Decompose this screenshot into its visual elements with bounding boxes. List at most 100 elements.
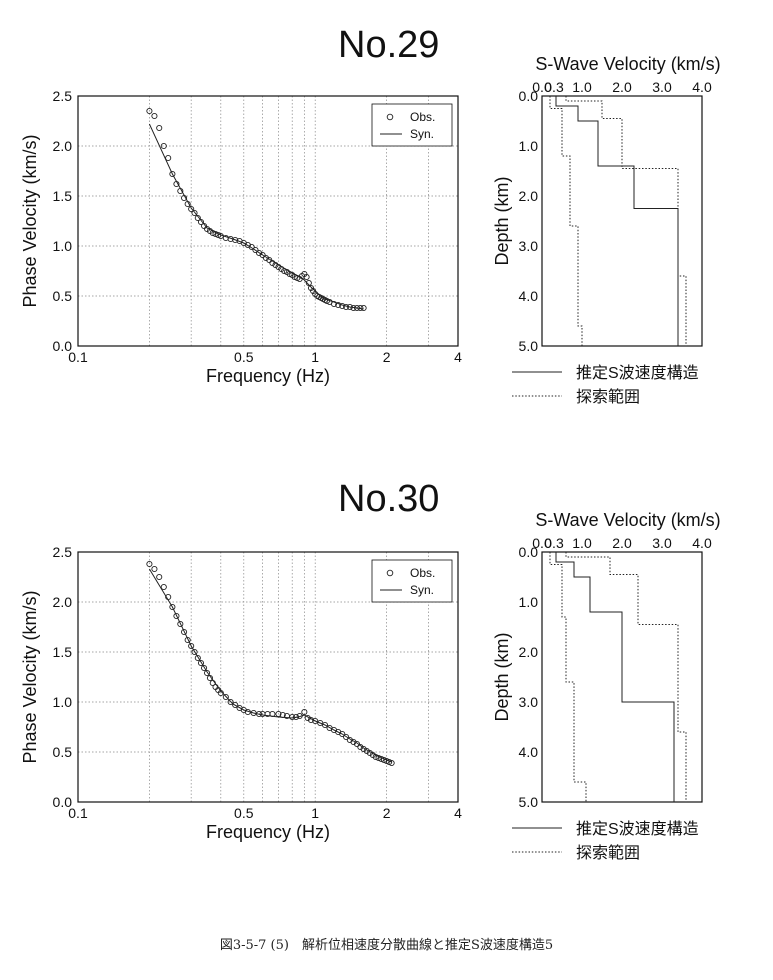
legend-dotted-label: 探索範囲: [576, 388, 640, 406]
syn-curve: [148, 568, 392, 763]
legend-obs-marker: [386, 113, 394, 121]
obs-point: [259, 251, 266, 259]
obs-point: [197, 218, 205, 226]
obs-point: [191, 648, 198, 656]
x-tick-label: 2.0: [612, 535, 632, 551]
y-tick-label: 0.0: [53, 794, 73, 810]
x-tick-label: 4: [454, 805, 462, 821]
obs-point: [151, 112, 158, 120]
legend-syn-label: Syn.: [410, 127, 434, 141]
obs-point: [353, 740, 361, 748]
search-range-line: [565, 552, 687, 802]
y-tick-label: 1.0: [53, 694, 73, 710]
x-tick-label: 0.0: [532, 79, 552, 95]
obs-point: [363, 747, 370, 755]
obs-point: [360, 745, 367, 753]
obs-point: [307, 716, 315, 724]
obs-point: [248, 243, 255, 251]
obs-point: [146, 107, 153, 115]
obs-point: [388, 759, 395, 767]
y-tick-label: 1.0: [519, 138, 539, 154]
obs-point: [292, 713, 300, 721]
estimated-velocity-line: [555, 552, 675, 802]
y-axis-label: Depth (km): [492, 632, 512, 721]
legend-box: [371, 559, 453, 603]
y-tick-label: 1.5: [53, 644, 73, 660]
obs-point: [330, 300, 338, 308]
x-tick-label: 2: [383, 805, 391, 821]
x-tick-label: 3.0: [652, 79, 672, 95]
obs-point: [194, 214, 201, 222]
plot-frame: [541, 95, 703, 347]
obs-point: [375, 754, 382, 762]
y-tick-label: 2.0: [53, 138, 73, 154]
plot-frame: [541, 551, 703, 803]
legend-solid-label: 推定S波速度構造: [576, 820, 699, 838]
obs-point: [266, 256, 273, 264]
obs-point: [197, 659, 205, 667]
obs-point: [215, 231, 222, 239]
obs-point: [188, 205, 195, 213]
obs-point: [227, 698, 234, 706]
obs-point: [209, 679, 216, 687]
obs-point: [151, 565, 158, 573]
obs-point: [357, 304, 364, 312]
x-tick-label: 2: [383, 349, 391, 365]
obs-point: [165, 154, 172, 162]
obs-point: [169, 603, 176, 611]
obs-point: [173, 180, 180, 188]
legend-dotted-label: 探索範囲: [576, 844, 640, 862]
x-tick-label: 0.3: [544, 535, 564, 551]
x-tick-label: 1: [311, 805, 319, 821]
legend-obs-label: Obs.: [410, 566, 435, 580]
dispersion-chart-29: 0.0 0.5 1.0 1.5 2.0 2.5 0.1 0.5 1 2 4 Frequency (Hz…: [20, 88, 462, 386]
legend-obs-marker: [386, 569, 394, 577]
x-tick-label: 4.0: [692, 535, 712, 551]
x-tick-label: 0.1: [68, 349, 88, 365]
obs-point: [146, 560, 153, 568]
obs-point: [343, 733, 350, 741]
obs-point: [312, 717, 319, 725]
y-axis-label: Phase Velocity (km/s): [20, 590, 40, 763]
obs-point: [296, 712, 303, 720]
x-tick-label: 2.0: [612, 79, 632, 95]
obs-point: [269, 259, 276, 267]
obs-point: [301, 708, 308, 716]
obs-point: [201, 664, 208, 672]
x-tick-label: 0.1: [68, 805, 88, 821]
obs-point: [323, 297, 330, 305]
figure-caption: 図3-5-7 (5) 解析位相速度分散曲線と推定S波速度構造5: [219, 938, 554, 953]
profile-title: S-Wave Velocity (km/s): [535, 510, 720, 530]
obs-point: [203, 669, 211, 677]
obs-point: [169, 170, 176, 178]
y-tick-label: 2.0: [519, 644, 539, 660]
x-tick-label: 1.0: [572, 535, 592, 551]
obs-point: [177, 187, 184, 195]
obs-point: [181, 628, 188, 636]
obs-point: [279, 711, 286, 719]
obs-point: [343, 303, 350, 311]
y-tick-label: 0.5: [53, 288, 73, 304]
obs-point: [303, 273, 310, 281]
obs-point: [222, 693, 229, 701]
obs-point: [156, 124, 163, 132]
obs-point: [269, 710, 276, 718]
obs-point: [156, 573, 163, 581]
estimated-velocity-line: [555, 96, 679, 346]
obs-point: [206, 674, 214, 682]
obs-point: [173, 612, 180, 620]
x-tick-label: 0.0: [532, 535, 552, 551]
y-tick-label: 1.0: [519, 594, 539, 610]
y-tick-label: 1.0: [53, 238, 73, 254]
obs-point: [350, 304, 357, 312]
obs-point: [357, 743, 364, 751]
obs-point: [177, 620, 184, 628]
y-tick-label: 3.0: [519, 238, 539, 254]
obs-point: [212, 230, 219, 238]
obs-point: [380, 756, 388, 764]
x-axis-label: Frequency (Hz): [206, 366, 330, 386]
y-tick-label: 4.0: [519, 288, 539, 304]
y-tick-label: 2.5: [53, 88, 73, 104]
x-tick-label: 3.0: [652, 535, 672, 551]
y-tick-label: 2.0: [519, 188, 539, 204]
